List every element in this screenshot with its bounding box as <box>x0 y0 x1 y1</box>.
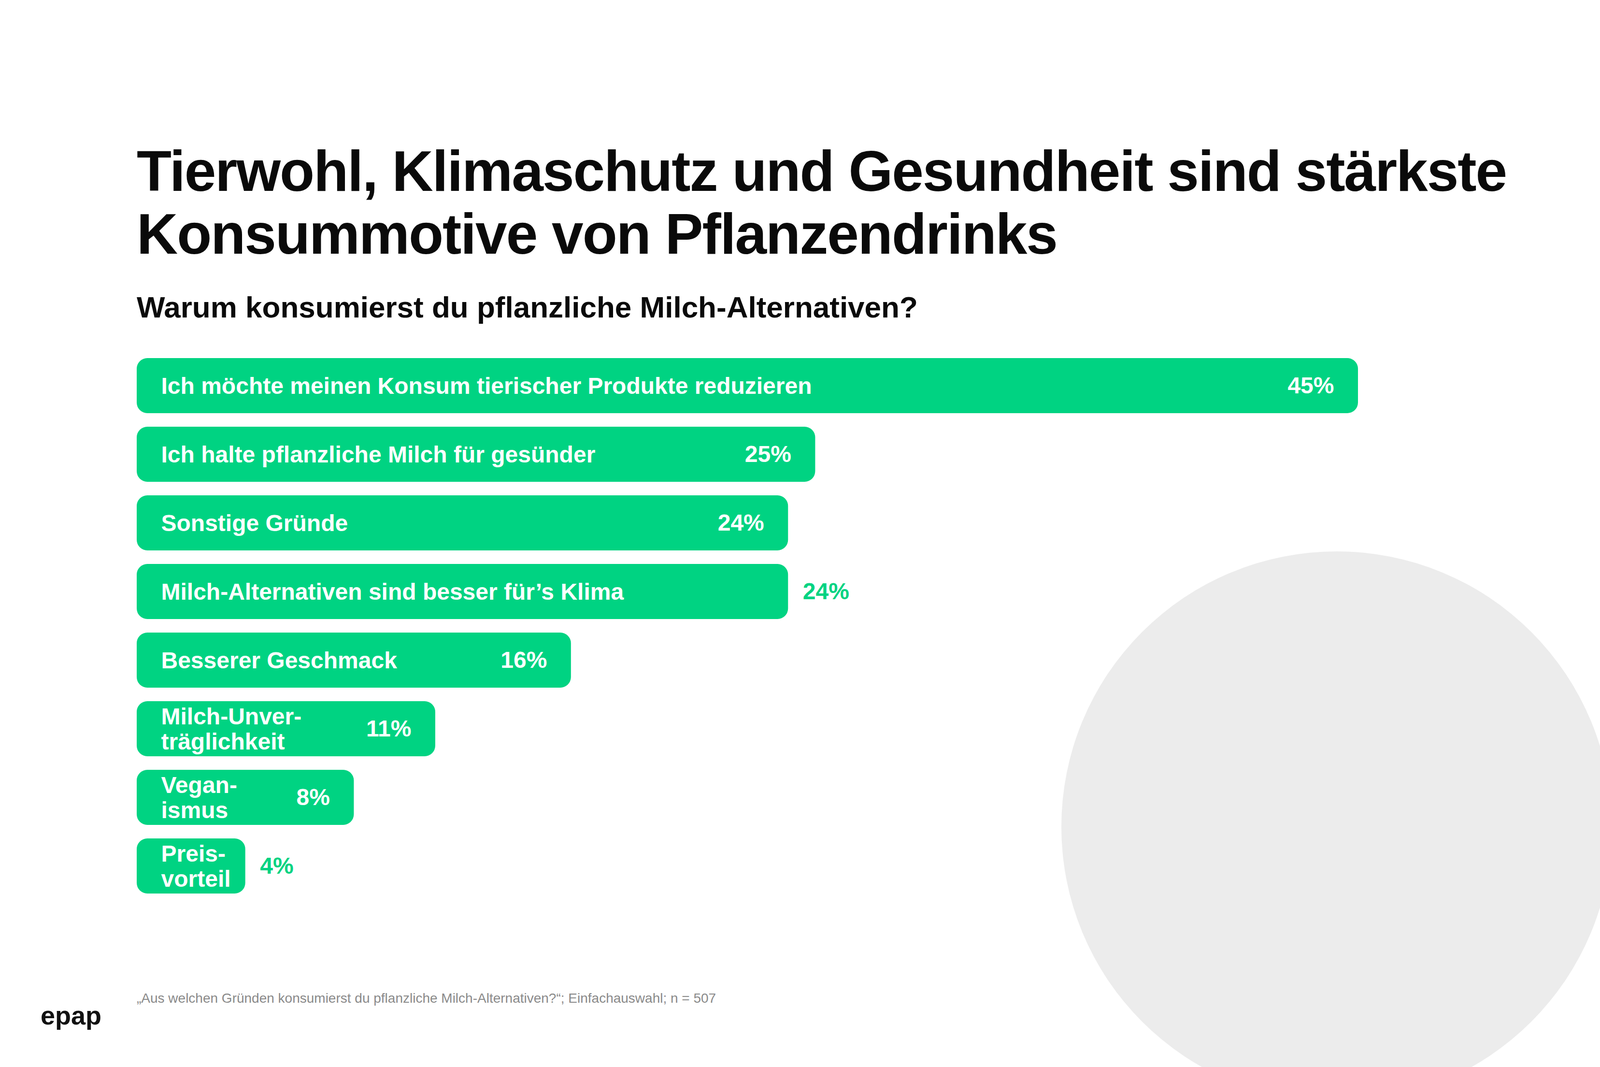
svg-text:16%: 16% <box>500 646 547 673</box>
svg-text:4%: 4% <box>259 852 294 879</box>
svg-text:Milch-Alternativen sind besser: Milch-Alternativen sind besser für’s Kli… <box>161 578 625 605</box>
svg-text:Milch-Unver-träglichkeit: Milch-Unver-träglichkeit <box>161 703 302 755</box>
svg-text:25%: 25% <box>744 441 792 467</box>
svg-text:Preis-vorteil: Preis-vorteil <box>161 840 231 892</box>
svg-text:45%: 45% <box>1287 372 1334 399</box>
svg-text:24%: 24% <box>717 509 765 536</box>
svg-text:24%: 24% <box>802 578 850 604</box>
html-text:epap: epap <box>40 1000 102 1030</box>
html-text:Warum konsumierst du pflanzlic: Warum konsumierst du pflanzliche Milch-A… <box>136 290 918 324</box>
svg-text:Vegan-ismus: Vegan-ismus <box>161 771 238 823</box>
svg-text:Ich halte pflanzliche Milch fü: Ich halte pflanzliche Milch für gesünder <box>161 441 596 468</box>
svg-text:11%: 11% <box>366 715 412 742</box>
svg-text:Ich möchte meinen Konsum tieri: Ich möchte meinen Konsum tierischer Prod… <box>161 372 813 399</box>
svg-text:Sonstige Gründe: Sonstige Gründe <box>161 510 349 536</box>
html-text:Tierwohl, Klimaschutz und Gesu: Tierwohl, Klimaschutz und Gesundheit sin… <box>136 139 1507 266</box>
html-text:„Aus welchen Gründen konsumier: „Aus welchen Gründen konsumierst du pfla… <box>136 990 717 1006</box>
svg-text:Besserer Geschmack: Besserer Geschmack <box>161 647 398 673</box>
svg-text:8%: 8% <box>296 784 330 810</box>
